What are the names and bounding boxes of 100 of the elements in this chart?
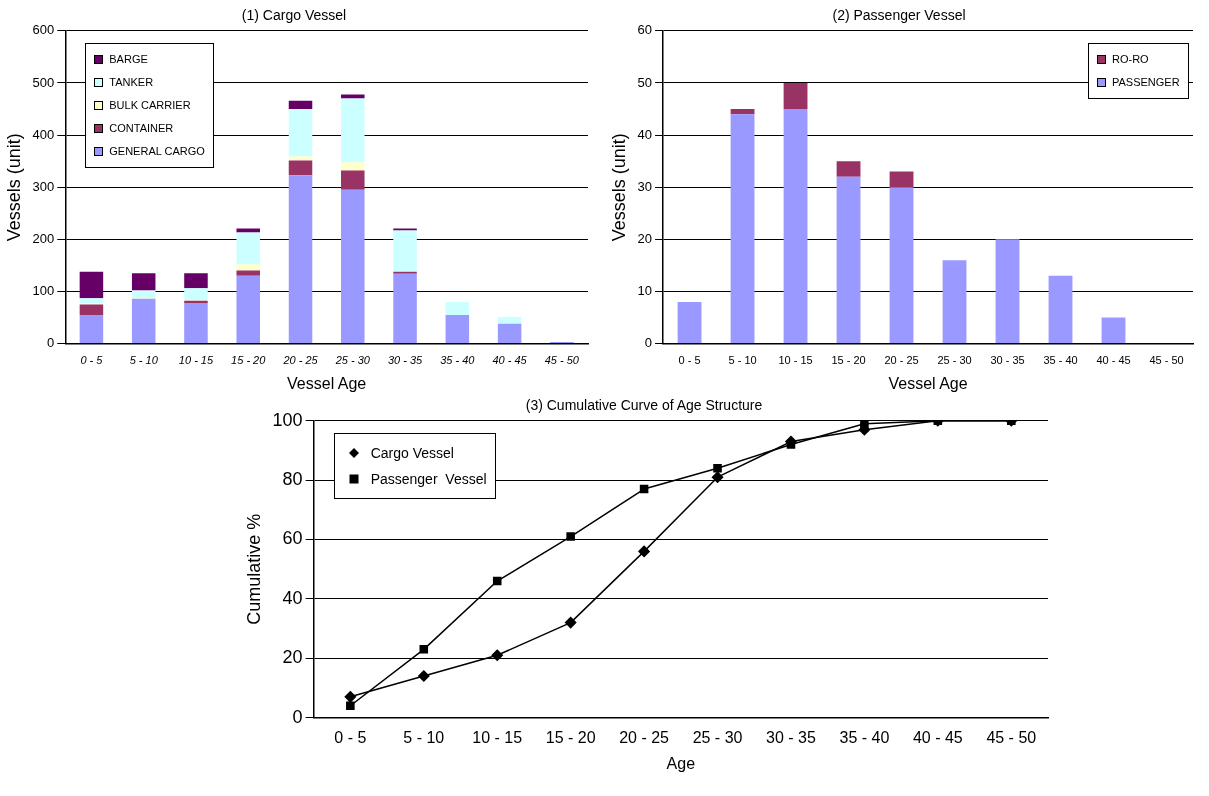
- x-tick-label: 25 - 30: [692, 728, 743, 746]
- y-tick-label: 300: [32, 178, 55, 194]
- bar: [393, 228, 417, 231]
- y-tick-label: 100: [272, 409, 303, 430]
- legend-label: BARGE: [109, 53, 148, 66]
- bar: [393, 273, 417, 344]
- y-tick-label: 20: [637, 230, 653, 246]
- x-axis-title: Age: [666, 754, 696, 772]
- x-tick-label: 0 - 5: [678, 354, 701, 367]
- point: [492, 576, 502, 586]
- y-axis-title: Cumulative %: [243, 513, 264, 625]
- point: [639, 484, 649, 494]
- bar: [1101, 317, 1126, 344]
- bar: [995, 239, 1020, 344]
- y-tick-label: 60: [637, 22, 653, 38]
- x-tick-label: 45 - 50: [1149, 354, 1184, 367]
- y-tick-label: 100: [32, 283, 55, 299]
- point: [344, 691, 357, 703]
- bar: [341, 94, 365, 99]
- y-tick-label: 400: [32, 126, 55, 142]
- legend-label: RO-RO: [1112, 53, 1149, 66]
- bar: [184, 302, 208, 344]
- y-tick-label: 0: [644, 335, 653, 351]
- y-tick-label: 60: [282, 528, 303, 549]
- x-tick-label: 20 - 25: [884, 354, 919, 367]
- x-axis-title: Vessel Age: [888, 374, 968, 392]
- bar: [889, 171, 914, 188]
- point: [419, 645, 429, 654]
- x-tick-label: 0 - 5: [334, 728, 367, 746]
- y-tick-label: 80: [282, 469, 303, 490]
- legend-label: Cargo Vessel: [370, 444, 454, 461]
- bar: [131, 273, 156, 291]
- y-axis-title: Vessels (unit): [3, 133, 24, 242]
- y-tick-label: 20: [282, 647, 303, 668]
- point: [564, 616, 577, 629]
- x-tick-label: 5 - 10: [403, 728, 445, 746]
- bar: [79, 314, 104, 344]
- x-tick-label: 5 - 10: [129, 354, 159, 367]
- bar: [730, 109, 755, 115]
- point: [638, 545, 650, 558]
- bar: [889, 187, 914, 344]
- bar: [836, 161, 861, 177]
- bar: [341, 189, 365, 344]
- point: [713, 464, 722, 473]
- point: [566, 532, 575, 541]
- bar: [783, 82, 808, 109]
- chart-title: (2) Passenger Vessel: [832, 7, 966, 24]
- bar: [288, 160, 313, 176]
- x-tick-label: 45 - 50: [986, 728, 1037, 746]
- bar: [131, 290, 156, 299]
- x-tick-label: 40 - 45: [492, 354, 528, 367]
- bar: [236, 275, 260, 344]
- bar: [1048, 275, 1073, 344]
- x-tick-label: 30 - 35: [990, 354, 1025, 367]
- y-tick-label: 40: [282, 587, 303, 608]
- bar: [236, 228, 260, 233]
- x-tick-label: 35 - 40: [1043, 354, 1078, 367]
- bar: [288, 100, 313, 109]
- bar: [184, 273, 208, 289]
- x-tick-label: 0 - 5: [80, 354, 104, 367]
- y-tick-label: 40: [637, 126, 653, 142]
- y-tick-label: 30: [637, 178, 653, 194]
- bar: [341, 170, 365, 190]
- point: [418, 670, 430, 682]
- bar: [131, 298, 156, 344]
- x-tick-label: 40 - 45: [912, 728, 963, 746]
- x-tick-label: 15 - 20: [831, 354, 866, 367]
- x-tick-label: 15 - 20: [545, 728, 596, 746]
- x-tick-label: 10 - 15: [178, 354, 214, 367]
- x-tick-label: 25 - 30: [334, 354, 371, 367]
- bar: [341, 98, 365, 163]
- bar: [184, 288, 208, 301]
- legend-label: TANKER: [109, 76, 154, 89]
- bar: [677, 301, 702, 344]
- y-tick-label: 500: [32, 74, 55, 90]
- y-tick-label: 200: [32, 230, 55, 246]
- y-tick-label: 10: [637, 283, 653, 299]
- x-tick-label: 15 - 20: [231, 354, 267, 367]
- bar: [79, 271, 104, 299]
- chart-title: (3) Cumulative Curve of Age Structure: [525, 397, 763, 414]
- bar: [730, 114, 755, 344]
- bar: [236, 264, 260, 271]
- x-tick-label: 10 - 15: [778, 354, 813, 367]
- x-axis-title: Vessel Age: [287, 374, 367, 392]
- bar: [497, 317, 522, 324]
- bar: [497, 323, 522, 344]
- point: [491, 649, 503, 662]
- bar: [288, 156, 313, 161]
- x-tick-label: 10 - 15: [472, 728, 523, 746]
- x-tick-label: 20 - 25: [619, 728, 670, 746]
- bar: [236, 270, 260, 276]
- x-tick-label: 30 - 35: [766, 728, 816, 746]
- y-tick-label: 0: [47, 335, 55, 351]
- bar: [445, 301, 470, 315]
- x-tick-label: 25 - 30: [937, 354, 972, 367]
- bar: [288, 109, 313, 157]
- x-tick-label: 30 - 35: [387, 354, 424, 367]
- x-tick-label: 5 - 10: [728, 354, 757, 367]
- bar: [393, 230, 417, 272]
- bar: [836, 176, 861, 344]
